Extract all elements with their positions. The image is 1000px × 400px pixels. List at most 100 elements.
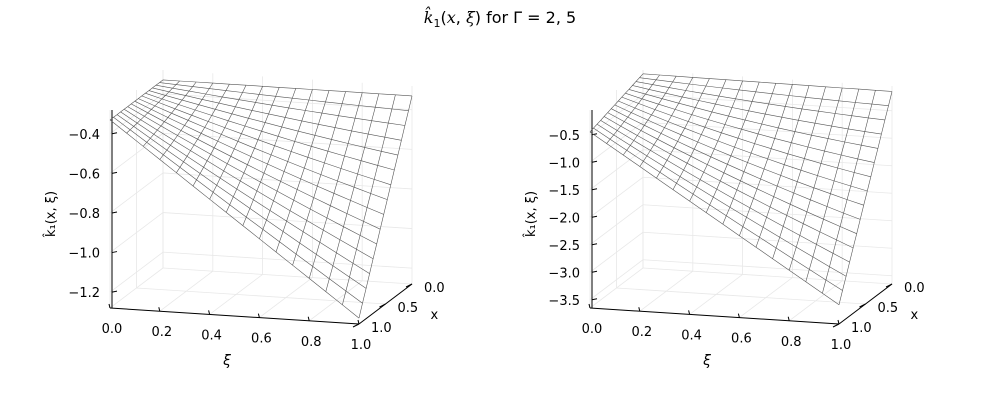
- surface-line: [292, 91, 346, 266]
- x-tick-label: 0.0: [904, 281, 925, 296]
- surface-line: [618, 100, 868, 192]
- xi-tick: [588, 303, 591, 309]
- xi-tick-label: 0.2: [151, 325, 172, 340]
- surface-line: [342, 94, 396, 305]
- surface-line: [805, 89, 860, 282]
- x-axis-label: x: [431, 308, 439, 323]
- surface-plot-canvas: 0.0 0.2 0.4 0.6 0.8 1.0 0.0 0.5 1.0 −3.5 −3.0 −2.5 −…: [524, 70, 925, 369]
- xi-axis-line: [589, 307, 840, 325]
- axes: 0.0 0.2 0.4 0.6 0.8 1.0 0.0 0.5 1.0 −3.5 −3.0 −2.5 −…: [524, 110, 925, 369]
- surface-line: [113, 116, 363, 304]
- xi-tick-label: 0.4: [681, 328, 702, 343]
- surface-line: [162, 79, 413, 97]
- xi-tick-label: 1.0: [351, 338, 372, 353]
- surface-line: [739, 84, 793, 236]
- xi-tick: [357, 319, 360, 325]
- xi-tick: [257, 313, 260, 318]
- surface-line: [275, 90, 330, 253]
- grid-line: [162, 212, 413, 229]
- grid-line: [162, 251, 413, 269]
- xi-tick: [208, 310, 211, 315]
- z-tick-label: −2.0: [548, 211, 580, 226]
- surface-line: [192, 85, 247, 187]
- surface-line: [325, 93, 380, 292]
- x-axis-label: x: [911, 308, 919, 323]
- surface-plot-canvas: 0.0 0.2 0.4 0.6 0.8 1.0 0.0 0.5 1.0 −1.2 −1.0 −0.8 −…: [44, 70, 445, 369]
- surface-line: [225, 87, 280, 213]
- xi-axis-line: [109, 307, 360, 325]
- surface-line: [656, 78, 710, 179]
- x-tick: [859, 303, 866, 308]
- surface-line: [159, 82, 409, 111]
- grid-line: [642, 176, 893, 194]
- surface-line: [603, 116, 854, 249]
- surface-line: [131, 103, 381, 230]
- z-tick-label: −3.5: [548, 294, 580, 309]
- z-tick: [591, 160, 598, 163]
- z-tick-label: −3.0: [548, 266, 580, 281]
- xi-tick: [158, 307, 161, 312]
- z-tick-label: −1.0: [68, 247, 100, 262]
- surface-line: [642, 73, 893, 92]
- surface-line: [159, 82, 214, 160]
- surface-line: [138, 98, 388, 200]
- xi-tick: [688, 310, 691, 315]
- z-tick-label: −1.0: [548, 156, 580, 171]
- surface-line: [308, 92, 363, 279]
- grid-line: [642, 121, 893, 139]
- surface-line: [152, 87, 402, 141]
- surface-plot-gamma-2: 0.0 0.2 0.4 0.6 0.8 1.0 0.0 0.5 1.0 −1.2 −1.0 −0.8 −…: [0, 60, 500, 390]
- z-tick-label: −0.6: [68, 167, 100, 182]
- grid-line: [162, 132, 413, 150]
- surface-line: [589, 73, 644, 133]
- surface-line: [625, 92, 875, 163]
- z-tick: [591, 133, 598, 136]
- grid-line: [642, 149, 893, 167]
- xi-tick: [837, 319, 840, 325]
- surface-line: [242, 88, 297, 226]
- surface-line: [628, 89, 878, 149]
- axes: 0.0 0.2 0.4 0.6 0.8 1.0 0.0 0.5 1.0 −1.2 −1.0 −0.8 −…: [44, 110, 445, 369]
- xi-tick-label: 0.8: [781, 335, 802, 350]
- xi-tick-label: 0.4: [201, 328, 222, 343]
- x-tick-label: 1.0: [851, 321, 872, 336]
- surface-line: [593, 127, 843, 291]
- surface-line: [606, 74, 660, 144]
- surface-line: [127, 106, 377, 245]
- surface-line: [622, 76, 677, 156]
- surface-line: [148, 90, 398, 156]
- surface-line: [705, 81, 760, 213]
- xi-tick-label: 0.6: [251, 332, 272, 347]
- surface-line: [822, 90, 876, 294]
- surface-line: [635, 81, 885, 121]
- surface-line: [722, 83, 777, 225]
- surface-line: [755, 85, 810, 248]
- surface-line: [109, 79, 164, 121]
- xi-axis-label: ξ: [222, 353, 231, 369]
- grid-line: [642, 94, 893, 112]
- surface-line: [632, 85, 882, 135]
- xi-tick-label: 0.0: [102, 322, 123, 337]
- xi-tick: [638, 307, 641, 312]
- z-axis-label: k̂₁(x, ξ): [524, 191, 539, 238]
- grid-line: [642, 231, 893, 249]
- surface-line: [607, 112, 857, 234]
- z-tick: [111, 171, 118, 174]
- z-tick-label: −0.4: [68, 128, 100, 143]
- grid-line: [162, 172, 413, 190]
- surface-wireframe: [589, 73, 893, 306]
- xi-axis-label: ξ: [702, 353, 711, 369]
- grid-line: [642, 267, 893, 285]
- x-tick: [885, 283, 893, 288]
- z-tick: [111, 211, 118, 214]
- z-tick: [591, 243, 598, 246]
- z-axis-label: k̂₁(x, ξ): [44, 191, 59, 238]
- surface-plot-gamma-5: 0.0 0.2 0.4 0.6 0.8 1.0 0.0 0.5 1.0 −3.5 −3.0 −2.5 −…: [480, 60, 980, 390]
- xi-tick: [108, 303, 111, 309]
- z-tick: [591, 270, 598, 273]
- x-tick: [832, 323, 840, 328]
- surface-line: [838, 91, 893, 305]
- xi-tick: [787, 316, 790, 321]
- xi-tick: [307, 316, 310, 321]
- surface-line: [600, 120, 850, 263]
